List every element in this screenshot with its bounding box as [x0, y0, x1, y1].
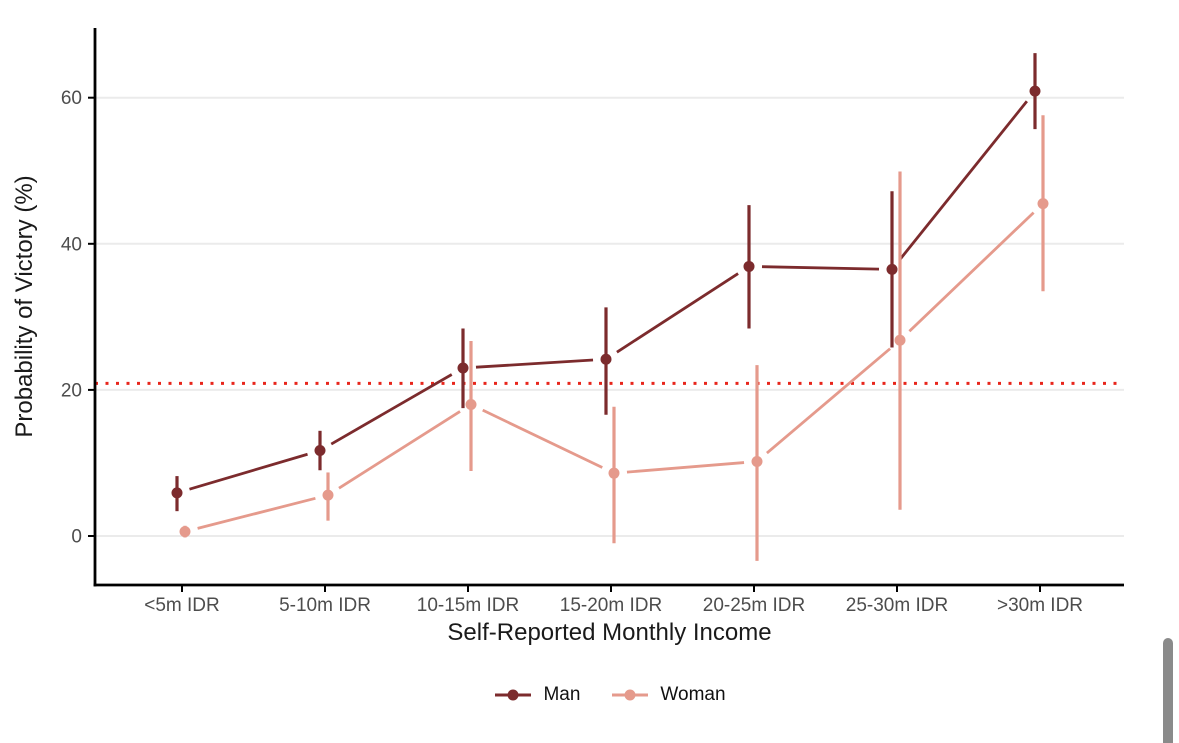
- chart-canvas: 0 20 40 60 <5m IDR 5-10m IDR 10-15m IDR 15-20m …: [11, 28, 1124, 646]
- x-tick-label: 5-10m IDR: [279, 595, 371, 616]
- scrollbar-thumb[interactable]: [1163, 638, 1173, 743]
- data-point: [1037, 198, 1049, 210]
- data-point: [894, 334, 906, 346]
- y-tick-label: 40: [61, 234, 82, 255]
- y-tick-label: 20: [61, 380, 82, 401]
- x-tick-label: >30m IDR: [997, 595, 1083, 616]
- y-tick-label: 60: [61, 88, 82, 109]
- data-point: [886, 263, 898, 275]
- data-point: [171, 487, 183, 499]
- x-tick-label: 20-25m IDR: [703, 595, 805, 616]
- y-axis-title: Probability of Victory (%): [11, 175, 38, 437]
- series-segment: [626, 461, 745, 474]
- y-tick-label: 0: [71, 527, 82, 548]
- legend-key-woman-icon: [612, 689, 649, 701]
- series-segment: [475, 358, 594, 369]
- data-point: [457, 362, 469, 374]
- series-segment: [761, 265, 880, 271]
- data-point: [608, 467, 620, 479]
- legend-item-man: Man: [493, 684, 580, 706]
- data-point: [1029, 85, 1041, 97]
- x-tick-label: 25-30m IDR: [846, 595, 948, 616]
- series-segment: [338, 410, 461, 490]
- series-segment: [330, 373, 453, 446]
- series-segment: [616, 272, 739, 354]
- legend-key-man-icon: [495, 689, 532, 701]
- series-woman: [179, 115, 1049, 561]
- series-segment: [482, 408, 603, 469]
- data-point: [179, 526, 191, 538]
- data-point: [314, 445, 326, 457]
- y-axis-ticks: 0 20 40 60: [61, 88, 95, 548]
- data-point: [322, 489, 334, 501]
- series-segment: [899, 100, 1028, 261]
- data-point: [751, 455, 763, 467]
- legend-label-man: Man: [543, 684, 581, 705]
- series-man: [171, 53, 1041, 512]
- series-segment: [197, 496, 316, 530]
- data-point: [743, 260, 755, 272]
- legend-label-woman: Woman: [660, 684, 726, 705]
- data-point: [465, 399, 477, 411]
- legend-item-woman: Woman: [610, 684, 726, 706]
- x-tick-label: 10-15m IDR: [417, 595, 519, 616]
- series-segment: [189, 452, 308, 491]
- series-segment: [766, 347, 891, 455]
- chart-legend: Man Woman: [95, 684, 1124, 706]
- y-gridlines: [95, 96, 1124, 537]
- x-tick-label: <5m IDR: [144, 595, 220, 616]
- x-tick-label: 15-20m IDR: [560, 595, 662, 616]
- x-axis-ticks: <5m IDR 5-10m IDR 10-15m IDR 15-20m IDR 20-2…: [144, 585, 1083, 616]
- x-axis-title: Self-Reported Monthly Income: [447, 619, 771, 646]
- series-segment: [908, 211, 1035, 333]
- data-point: [600, 353, 612, 365]
